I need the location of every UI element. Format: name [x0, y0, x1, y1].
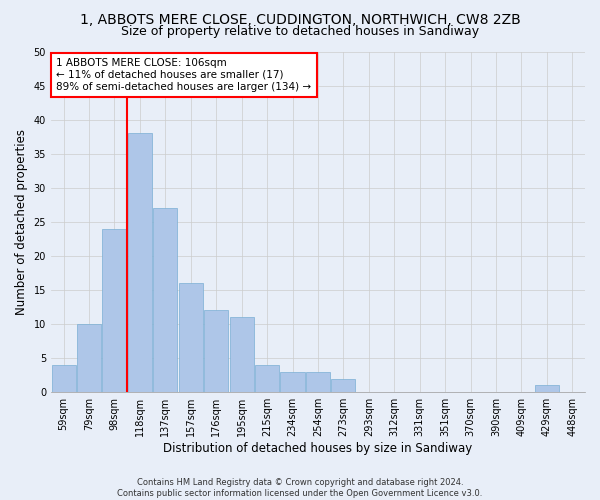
Bar [128, 134, 152, 392]
Bar [535, 386, 559, 392]
Bar [153, 208, 178, 392]
Text: Size of property relative to detached houses in Sandiway: Size of property relative to detached ho… [121, 25, 479, 38]
Bar [52, 365, 76, 392]
Y-axis label: Number of detached properties: Number of detached properties [15, 129, 28, 315]
Text: 1, ABBOTS MERE CLOSE, CUDDINGTON, NORTHWICH, CW8 2ZB: 1, ABBOTS MERE CLOSE, CUDDINGTON, NORTHW… [80, 12, 520, 26]
Bar [204, 310, 229, 392]
Bar [331, 378, 355, 392]
Text: Contains HM Land Registry data © Crown copyright and database right 2024.
Contai: Contains HM Land Registry data © Crown c… [118, 478, 482, 498]
Bar [280, 372, 305, 392]
Bar [306, 372, 330, 392]
Bar [179, 283, 203, 392]
Bar [103, 228, 127, 392]
X-axis label: Distribution of detached houses by size in Sandiway: Distribution of detached houses by size … [163, 442, 473, 455]
Text: 1 ABBOTS MERE CLOSE: 106sqm
← 11% of detached houses are smaller (17)
89% of sem: 1 ABBOTS MERE CLOSE: 106sqm ← 11% of det… [56, 58, 311, 92]
Bar [255, 365, 279, 392]
Bar [230, 318, 254, 392]
Bar [77, 324, 101, 392]
